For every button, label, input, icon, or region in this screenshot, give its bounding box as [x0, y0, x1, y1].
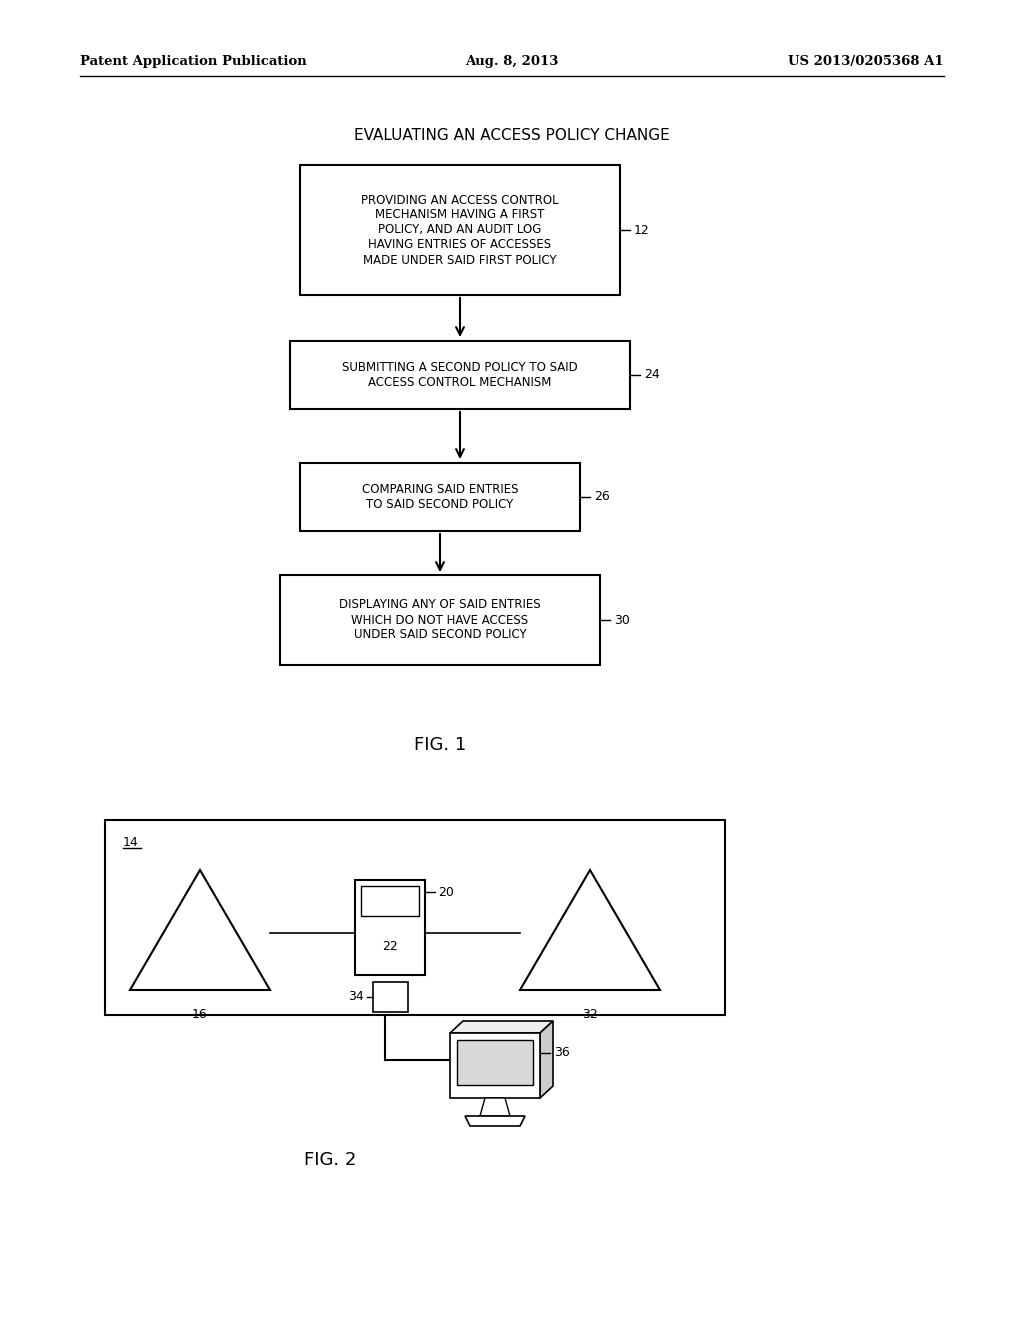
Bar [280, 576, 600, 665]
Text: 12: 12 [634, 223, 650, 236]
Bar [373, 982, 408, 1012]
Bar [361, 886, 419, 916]
Polygon shape [130, 870, 270, 990]
Text: 22: 22 [382, 940, 398, 953]
Text: DISPLAYING ANY OF SAID ENTRIES
WHICH DO NOT HAVE ACCESS
UNDER SAID SECOND POLICY: DISPLAYING ANY OF SAID ENTRIES WHICH DO … [339, 598, 541, 642]
Text: EVALUATING AN ACCESS POLICY CHANGE: EVALUATING AN ACCESS POLICY CHANGE [354, 128, 670, 143]
Text: US 2013/0205368 A1: US 2013/0205368 A1 [788, 55, 944, 69]
Bar [355, 880, 425, 975]
Bar [300, 463, 580, 531]
Text: Aug. 8, 2013: Aug. 8, 2013 [465, 55, 559, 69]
Polygon shape [450, 1020, 553, 1034]
Text: Patent Application Publication: Patent Application Publication [80, 55, 307, 69]
Text: 16: 16 [193, 1008, 208, 1020]
Text: 34: 34 [348, 990, 364, 1003]
Polygon shape [540, 1020, 553, 1098]
Text: SUBMITTING A SECOND POLICY TO SAID
ACCESS CONTROL MECHANISM: SUBMITTING A SECOND POLICY TO SAID ACCES… [342, 360, 578, 389]
Bar [290, 341, 630, 409]
Text: 36: 36 [554, 1047, 569, 1060]
Text: 24: 24 [644, 368, 659, 381]
Polygon shape [450, 1034, 540, 1098]
Text: 32: 32 [582, 1008, 598, 1020]
Polygon shape [465, 1115, 525, 1126]
Bar [300, 165, 620, 294]
Polygon shape [457, 1040, 534, 1085]
Text: 26: 26 [594, 491, 609, 503]
Text: 30: 30 [614, 614, 630, 627]
Text: PROVIDING AN ACCESS CONTROL
MECHANISM HAVING A FIRST
POLICY, AND AN AUDIT LOG
HA: PROVIDING AN ACCESS CONTROL MECHANISM HA… [361, 194, 559, 267]
Text: FIG. 1: FIG. 1 [414, 737, 466, 754]
Text: 14: 14 [123, 836, 138, 849]
Text: FIG. 2: FIG. 2 [304, 1151, 356, 1170]
Text: COMPARING SAID ENTRIES
TO SAID SECOND POLICY: COMPARING SAID ENTRIES TO SAID SECOND PO… [361, 483, 518, 511]
Polygon shape [520, 870, 660, 990]
Text: 20: 20 [438, 886, 454, 899]
Polygon shape [480, 1098, 510, 1115]
Bar [105, 820, 725, 1015]
